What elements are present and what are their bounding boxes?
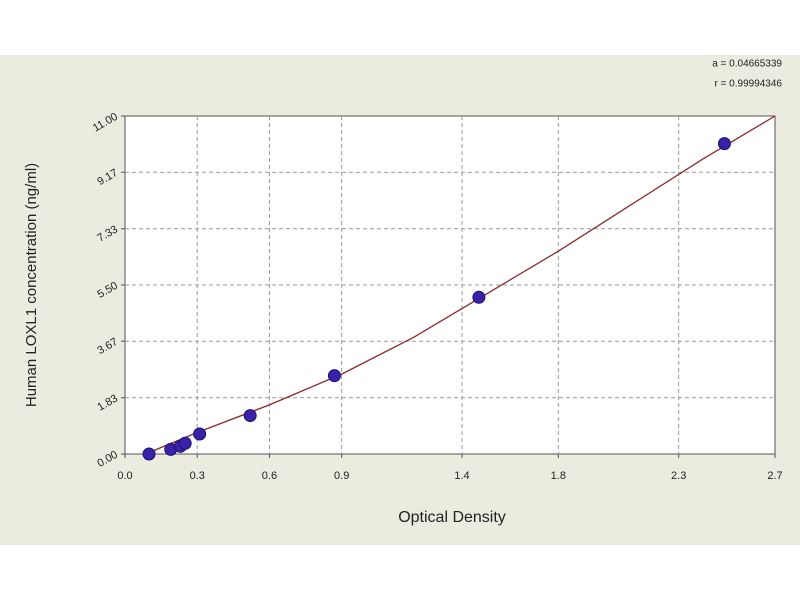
fit-curve (148, 115, 776, 454)
x-tick-label: 0.0 (117, 470, 132, 482)
x-tick-label: 1.8 (551, 470, 566, 482)
x-tick-label: 0.9 (334, 470, 349, 482)
data-point (243, 409, 257, 423)
x-tick-label: 0.3 (190, 470, 205, 482)
data-point (178, 436, 192, 450)
y-axis-label: Human LOXL1 concentration (ng/ml) (23, 163, 40, 407)
x-tick-label: 1.4 (454, 470, 469, 482)
annotation: r = 0.99994346 (714, 79, 782, 90)
data-point (142, 447, 156, 461)
data-point (193, 427, 207, 441)
data-point (472, 290, 486, 304)
data-point (327, 369, 341, 383)
x-axis-label: Optical Density (398, 509, 506, 526)
x-tick-label: 2.7 (767, 470, 782, 482)
x-tick-label: 0.6 (262, 470, 277, 482)
data-point (717, 137, 731, 151)
x-tick-label: 2.3 (671, 470, 686, 482)
annotation: a = 0.04665339 (712, 59, 782, 70)
